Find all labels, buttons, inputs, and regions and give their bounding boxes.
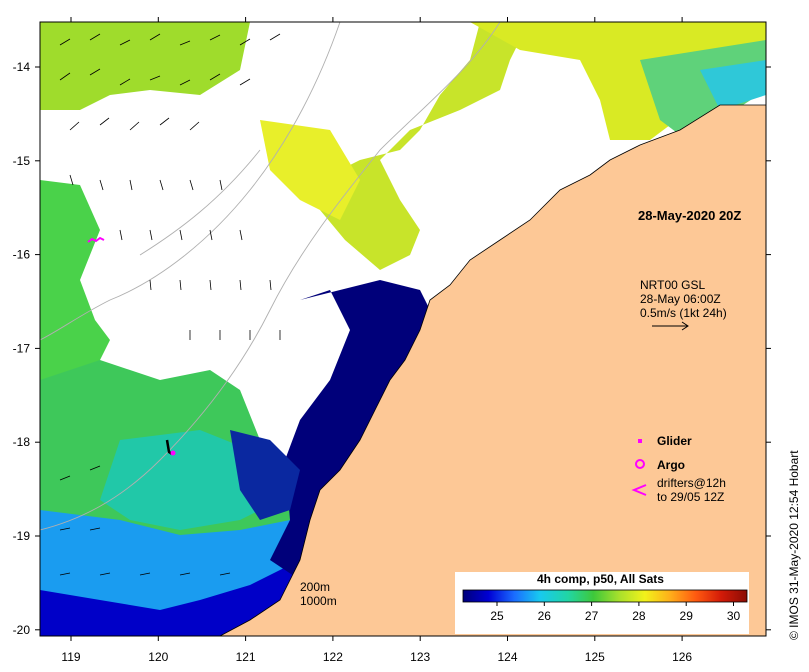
land-mass [219,104,766,636]
current-info-line3: 0.5m/s (1kt 24h) [640,306,727,320]
legend-argo: Argo [657,458,685,472]
colorbar-tick-label: 25 [490,609,504,623]
colorbar-tick-label: 26 [538,609,552,623]
current-info-line1: NRT00 GSL [640,278,705,292]
credit: © IMOS 31-May-2020 12:54 Hobart [787,450,801,640]
x-tick-label: 120 [148,650,168,664]
x-tick-label: 121 [236,650,256,664]
legend-glider: Glider [657,434,692,448]
y-axis: -14 -15 -16 -17 -18 -19 -20 [13,60,771,637]
glider-swatch [638,439,642,443]
colorbar-tick-label: 30 [727,609,741,623]
depth-label-200: 200m [300,580,330,594]
colorbar-ticks: 25 26 27 28 29 30 [490,602,740,623]
y-tick-label: -18 [13,435,31,449]
x-tick-label: 126 [672,650,692,664]
colorbar-tick-label: 28 [632,609,646,623]
y-tick-label: -14 [13,60,31,74]
drifter-swatch [631,484,647,496]
x-tick-label: 123 [410,650,430,664]
x-tick-label: 125 [585,650,605,664]
depth-legend: 200m 1000m [300,580,337,608]
colorbar-tick-label: 27 [585,609,599,623]
legend-drifters-2: to 29/05 12Z [657,490,724,504]
x-tick-label: 124 [497,650,517,664]
depth-label-1000: 1000m [300,594,337,608]
y-tick-label: -19 [13,529,31,543]
y-tick-label: -20 [13,623,31,637]
scale-arrow-head [681,321,689,331]
x-tick-label: 122 [323,650,343,664]
y-tick-label: -15 [13,154,31,168]
x-tick-label: 119 [61,650,80,664]
y-tick-label: -16 [13,248,31,262]
x-axis: 119 120 121 122 123 124 125 126 [61,17,692,664]
colorbar-tick-label: 29 [680,609,694,623]
current-info: NRT00 GSL 28-May 06:00Z 0.5m/s (1kt 24h) [640,278,727,331]
colorbar-ramp [462,589,748,603]
current-info-line2: 28-May 06:00Z [640,292,721,306]
observation-markers [87,236,176,456]
colorbar: 4h comp, p50, All Sats 25 26 27 28 29 30 [455,572,749,634]
marker-legend: Glider Argo drifters@12h to 29/05 12Z [631,434,726,504]
legend-drifters-1: drifters@12h [657,476,726,490]
sst-field [40,22,766,636]
depth-contours [40,22,501,531]
current-vectors [59,33,281,576]
colorbar-background [455,572,749,634]
argo-swatch [635,459,645,469]
map-title: 28-May-2020 20Z [638,208,741,223]
colorbar-title: 4h comp, p50, All Sats [537,572,664,586]
y-tick-label: -17 [13,341,31,355]
